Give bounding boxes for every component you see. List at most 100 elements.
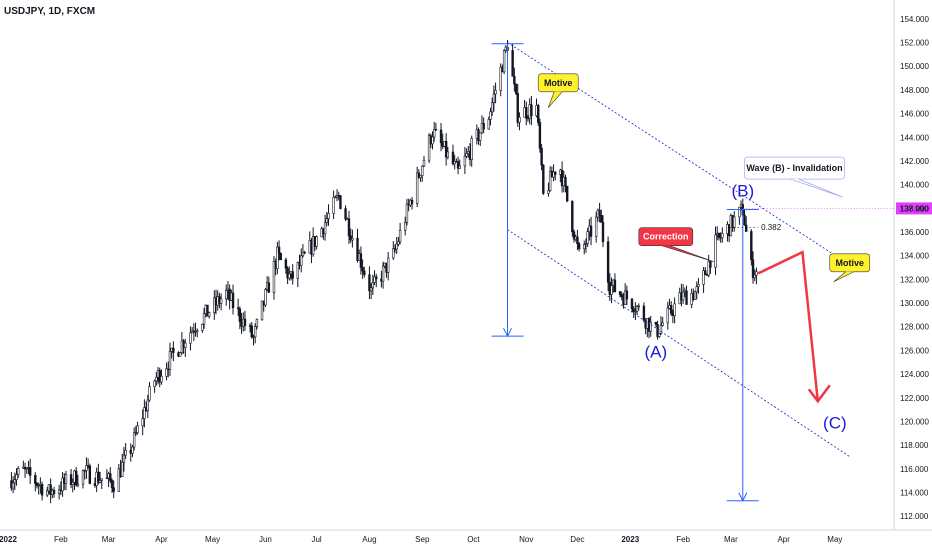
candle-body — [359, 253, 363, 268]
y-tick-label: 138.000 — [900, 204, 929, 213]
candle-body — [405, 203, 409, 223]
x-tick-label: Aug — [362, 535, 376, 544]
x-tick-label: May — [827, 535, 842, 544]
measure-arrowhead — [503, 327, 512, 338]
y-tick-label: 112.000 — [900, 512, 929, 521]
candle-body — [252, 336, 255, 338]
last-price-tag — [896, 202, 932, 215]
candle-body — [35, 483, 39, 487]
y-tick-label: 142.000 — [900, 157, 929, 166]
candle-body — [681, 291, 685, 301]
candle-body — [301, 251, 305, 257]
candle-body — [693, 291, 697, 300]
x-tick-label: Dec — [570, 535, 584, 544]
y-tick-label: 118.000 — [900, 441, 929, 450]
candle-body — [143, 407, 146, 419]
y-tick-label: 130.000 — [900, 299, 929, 308]
candle-body — [427, 135, 431, 161]
x-tick-label: Jun — [259, 535, 272, 544]
candle-body — [489, 111, 492, 120]
x-tick-label: 2023 — [621, 535, 639, 544]
candle-body — [669, 305, 673, 314]
x-tick-label: Feb — [676, 535, 690, 544]
candle-body — [598, 209, 601, 216]
candle-body — [422, 159, 426, 167]
candle-body — [184, 342, 187, 348]
candle-body — [88, 465, 92, 484]
candle-body — [554, 171, 557, 175]
channel-lower-line — [507, 229, 851, 458]
candle-body — [499, 66, 502, 91]
candle-body — [421, 165, 424, 177]
x-tick-label: Apr — [155, 535, 168, 544]
candle-body — [637, 305, 640, 308]
callout-text: Motive — [835, 258, 864, 268]
candle-body — [386, 257, 390, 273]
candle-body — [134, 432, 138, 434]
candle-body — [584, 243, 588, 245]
callout-tail — [790, 178, 843, 198]
candle-body — [397, 241, 400, 245]
candle-body — [673, 303, 676, 316]
candle-body — [284, 259, 288, 269]
candle-body — [395, 243, 398, 250]
candle-body — [236, 307, 240, 310]
candle-body — [707, 260, 710, 276]
candle-body — [202, 313, 206, 325]
x-tick-label: 2022 — [0, 535, 17, 544]
candle-body — [717, 232, 721, 238]
candle-body — [625, 290, 629, 300]
candle-body — [334, 196, 337, 199]
candle-body — [76, 483, 80, 486]
candle-body — [206, 304, 209, 317]
candle-body — [339, 195, 342, 209]
candle-body — [37, 485, 40, 487]
y-tick-label: 134.000 — [900, 252, 929, 261]
candle-body — [601, 222, 605, 243]
candle-body — [327, 213, 330, 219]
candle-body — [470, 138, 473, 161]
candle-body — [610, 285, 613, 295]
x-tick-label: Jul — [311, 535, 321, 544]
candle-body — [492, 93, 496, 104]
y-tick-label: 152.000 — [900, 39, 929, 48]
candle-body — [666, 307, 669, 324]
x-axis: 2022 Feb Mar Apr May Jun Jul Aug Sep Oct Nov Dec 202… — [0, 535, 842, 544]
candle-body — [178, 352, 182, 357]
y-tick-label: 120.000 — [900, 417, 929, 426]
candle-body — [530, 104, 533, 117]
y-tick-label: 150.000 — [900, 62, 929, 71]
y-tick-label: 136.000 — [900, 228, 929, 237]
candle-body — [589, 225, 593, 237]
overlay-group: 137.990 0.382 (A) (B) (C) Motive Correction Mot… — [491, 42, 932, 502]
candle-body — [564, 176, 567, 187]
candle-body — [286, 268, 289, 279]
candle-body — [100, 478, 103, 481]
candle-body — [656, 323, 659, 337]
candle-body — [649, 322, 652, 332]
y-tick-label: 122.000 — [900, 394, 929, 403]
y-tick-label: 154.000 — [900, 15, 929, 24]
candle-body — [375, 276, 378, 280]
chart-title: USDJPY, 1D, FXCM — [4, 6, 95, 17]
candle-body — [132, 432, 136, 448]
candle-body — [410, 199, 414, 204]
candle-body — [15, 474, 18, 480]
candle-body — [392, 248, 395, 259]
candle-body — [122, 454, 126, 463]
callout-text: Wave (B) - Invalidation — [746, 163, 842, 173]
candle-body — [368, 274, 371, 292]
candle-body — [518, 116, 521, 123]
candle-body — [571, 200, 574, 233]
candle-body — [260, 300, 264, 320]
candle-body — [479, 132, 482, 141]
candle-body — [381, 265, 385, 282]
candle-body — [117, 468, 121, 492]
candle-body — [526, 117, 530, 120]
candle-body — [630, 298, 634, 309]
candle-body — [415, 172, 419, 204]
candle-body — [201, 323, 204, 331]
candle-body — [439, 129, 443, 144]
candle-body — [46, 490, 49, 496]
